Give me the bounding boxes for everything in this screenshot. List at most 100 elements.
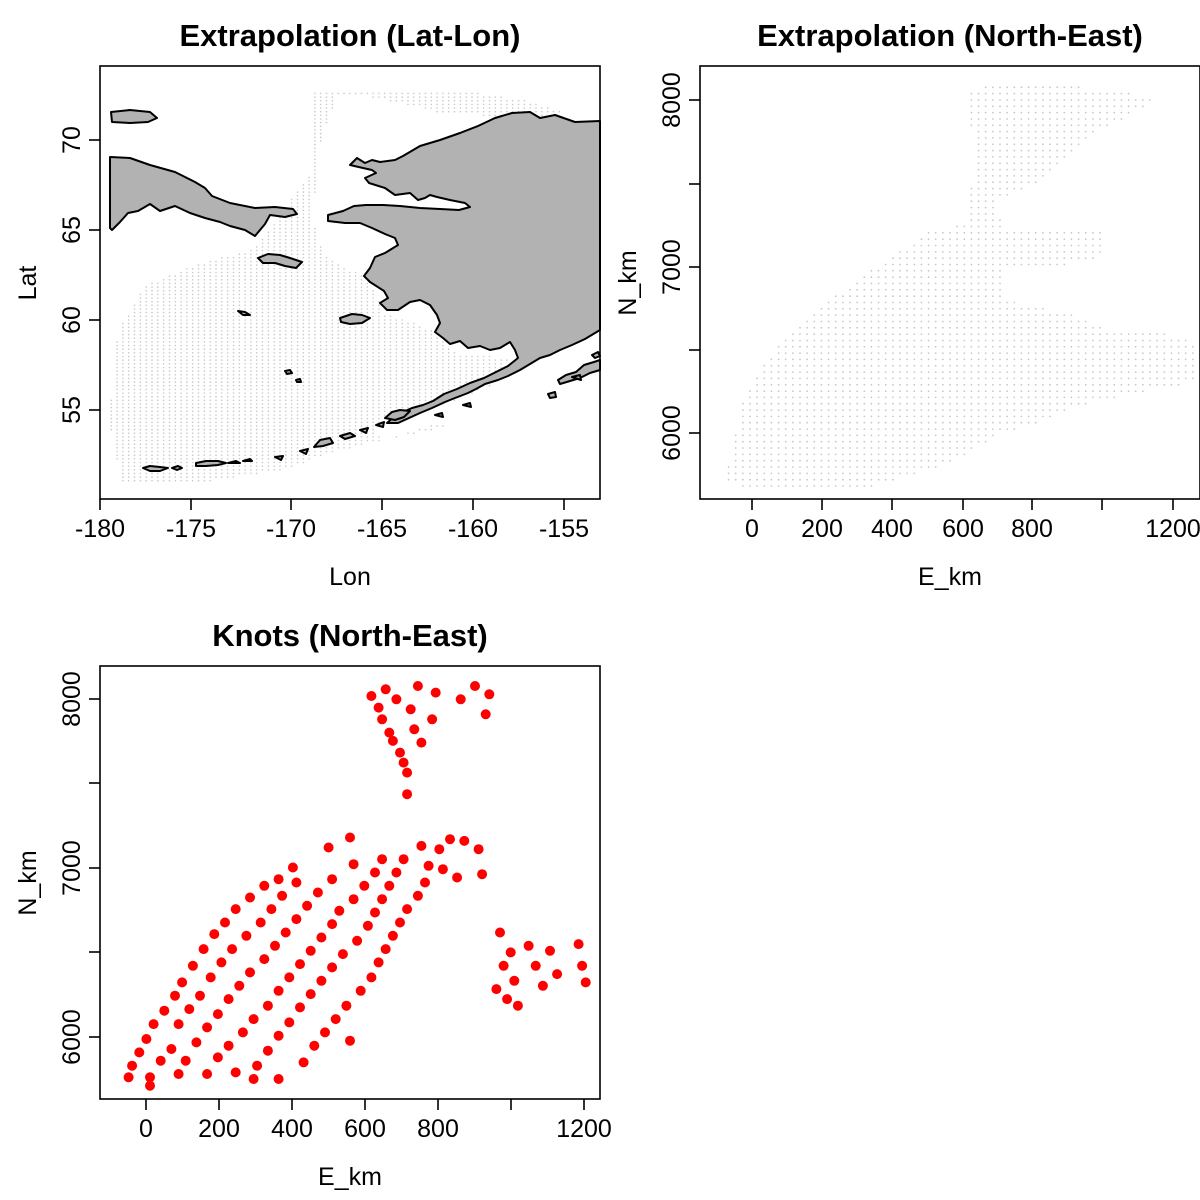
extrapolation-point <box>777 383 780 386</box>
extrapolation-point <box>799 428 801 430</box>
extrapolation-point <box>870 396 873 399</box>
extrapolation-point <box>349 421 351 424</box>
extrapolation-point <box>877 295 880 298</box>
extrapolation-point <box>157 377 159 380</box>
extrapolation-point <box>1020 307 1023 310</box>
extrapolation-point <box>255 246 258 248</box>
extrapolation-point <box>285 308 287 310</box>
extrapolation-point <box>877 447 880 449</box>
extrapolation-point <box>992 124 994 127</box>
extrapolation-point <box>261 268 264 270</box>
extrapolation-point <box>742 447 744 449</box>
extrapolation-point <box>145 319 147 321</box>
extrapolation-point <box>314 129 316 131</box>
extrapolation-point <box>877 269 880 272</box>
extrapolation-point <box>314 392 316 394</box>
extrapolation-point <box>285 297 287 299</box>
extrapolation-point <box>127 363 130 365</box>
extrapolation-point <box>209 454 211 457</box>
extrapolation-point <box>1063 314 1066 316</box>
extrapolation-point <box>302 300 305 303</box>
extrapolation-point <box>325 414 328 416</box>
extrapolation-point <box>343 366 345 369</box>
extrapolation-point <box>325 355 328 358</box>
extrapolation-point <box>884 269 887 272</box>
extrapolation-point <box>273 366 276 369</box>
extrapolation-point <box>127 337 130 340</box>
extrapolation-point <box>308 257 310 259</box>
extrapolation-point <box>308 289 310 292</box>
extrapolation-point <box>349 344 351 347</box>
extrapolation-point <box>777 396 780 399</box>
extrapolation-point <box>999 352 1001 354</box>
extrapolation-point <box>511 99 514 102</box>
extrapolation-point <box>139 333 142 336</box>
extrapolation-point <box>401 322 404 325</box>
extrapolation-point <box>226 333 229 336</box>
extrapolation-point <box>977 409 980 411</box>
extrapolation-point <box>372 414 374 416</box>
extrapolation-point <box>250 279 252 281</box>
extrapolation-point <box>285 253 287 255</box>
extrapolation-point <box>799 459 801 462</box>
extrapolation-point <box>319 384 322 387</box>
extrapolation-point <box>430 425 433 427</box>
extrapolation-point <box>999 251 1001 253</box>
extrapolation-point <box>168 359 171 361</box>
extrapolation-point <box>517 103 520 106</box>
extrapolation-point <box>331 286 334 288</box>
extrapolation-point <box>349 293 351 296</box>
extrapolation-point <box>302 370 305 372</box>
extrapolation-point <box>302 187 305 190</box>
extrapolation-point <box>360 395 363 398</box>
extrapolation-point <box>849 453 851 456</box>
extrapolation-point <box>314 315 316 318</box>
extrapolation-point <box>273 458 276 460</box>
extrapolation-point <box>1063 263 1066 266</box>
extrapolation-point <box>314 432 316 435</box>
extrapolation-point <box>1042 345 1044 348</box>
extrapolation-point <box>110 428 113 431</box>
extrapolation-point <box>1070 130 1073 133</box>
extrapolation-point <box>984 225 987 228</box>
extrapolation-point <box>963 276 966 279</box>
extrapolation-point <box>401 381 404 383</box>
extrapolation-point <box>314 300 316 303</box>
extrapolation-point <box>360 311 363 314</box>
extrapolation-point <box>884 466 887 468</box>
extrapolation-point <box>749 478 751 481</box>
extrapolation-point <box>145 337 147 340</box>
extrapolation-point <box>244 432 246 435</box>
extrapolation-point <box>1063 402 1066 405</box>
extrapolation-point <box>285 421 287 424</box>
extrapolation-point <box>331 359 334 361</box>
extrapolation-point <box>133 308 136 310</box>
extrapolation-point <box>325 319 328 321</box>
extrapolation-point <box>145 436 147 438</box>
extrapolation-point <box>820 409 823 411</box>
extrapolation-point <box>349 352 351 354</box>
extrapolation-point <box>122 341 124 343</box>
extrapolation-point <box>1006 352 1008 354</box>
extrapolation-point <box>906 377 908 380</box>
extrapolation-point <box>145 479 147 482</box>
extrapolation-point <box>226 341 229 343</box>
extrapolation-point <box>1006 251 1008 253</box>
extrapolation-point <box>232 388 235 391</box>
extrapolation-point <box>378 395 380 398</box>
extrapolation-point <box>418 370 421 372</box>
extrapolation-point <box>920 434 923 437</box>
extrapolation-point <box>203 425 206 427</box>
extrapolation-point <box>174 395 177 398</box>
extrapolation-point <box>770 358 773 361</box>
extrapolation-point <box>799 390 801 392</box>
extrapolation-point <box>920 377 923 380</box>
extrapolation-point <box>139 381 142 383</box>
extrapolation-point <box>180 472 182 475</box>
extrapolation-point <box>956 320 958 323</box>
extrapolation-point <box>389 377 392 380</box>
extrapolation-point <box>927 257 930 260</box>
extrapolation-point <box>913 333 916 335</box>
extrapolation-point <box>226 355 229 358</box>
extrapolation-point <box>372 381 374 383</box>
